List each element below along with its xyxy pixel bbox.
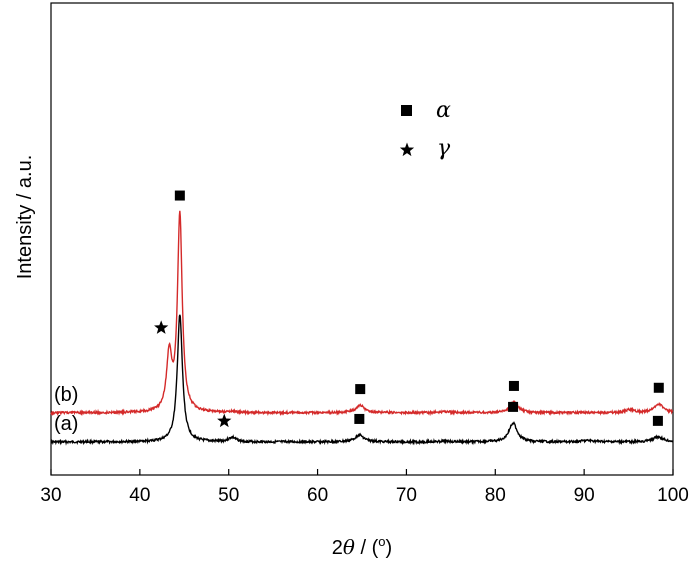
series-label-0: (a) xyxy=(54,413,78,435)
x-tick-label: 100 xyxy=(657,485,689,506)
series-line-1 xyxy=(50,210,674,417)
x-tick-label: 30 xyxy=(40,485,61,506)
x-axis-ticks: 30 40 50 60 70 80 90 100 xyxy=(40,469,689,506)
x-axis-label-theta: θ xyxy=(343,535,355,559)
alpha-peak-marker xyxy=(653,382,664,393)
peak-annotations xyxy=(154,190,664,428)
series-layer: (a) (b) xyxy=(50,210,674,446)
alpha-peak-marker xyxy=(508,401,519,412)
plot-frame xyxy=(50,2,674,476)
alpha-peak-marker xyxy=(355,384,366,395)
alpha-peak-marker xyxy=(174,190,185,201)
legend-label-gamma: γ xyxy=(437,136,451,161)
legend-label-alpha: α xyxy=(436,98,451,123)
x-axis-label-close: ) xyxy=(386,537,393,559)
x-tick-label: 90 xyxy=(574,485,595,506)
y-axis-label: Intensity / a.u. xyxy=(14,155,36,280)
legend-square-marker xyxy=(401,105,412,116)
x-tick-label: 80 xyxy=(485,485,506,506)
x-tick-label: 50 xyxy=(218,485,239,506)
x-axis-label-prefix: 2 xyxy=(332,537,343,559)
alpha-peak-marker xyxy=(354,413,365,424)
x-axis-label: 2θ / (o) xyxy=(332,534,392,559)
x-tick-label: 40 xyxy=(129,485,150,506)
alpha-peak-marker xyxy=(508,380,519,391)
gamma-peak-marker xyxy=(217,413,232,428)
series-line-0 xyxy=(50,314,674,446)
legend: α γ xyxy=(399,98,451,161)
alpha-peak-marker xyxy=(652,415,663,426)
x-axis-label-unit: o xyxy=(378,534,385,549)
series-label-1: (b) xyxy=(54,384,78,406)
x-axis-label-mid: / ( xyxy=(355,537,379,559)
gamma-peak-marker xyxy=(154,320,169,334)
x-tick-label: 60 xyxy=(307,485,328,506)
legend-star-marker xyxy=(399,142,415,157)
x-tick-label: 70 xyxy=(396,485,417,506)
